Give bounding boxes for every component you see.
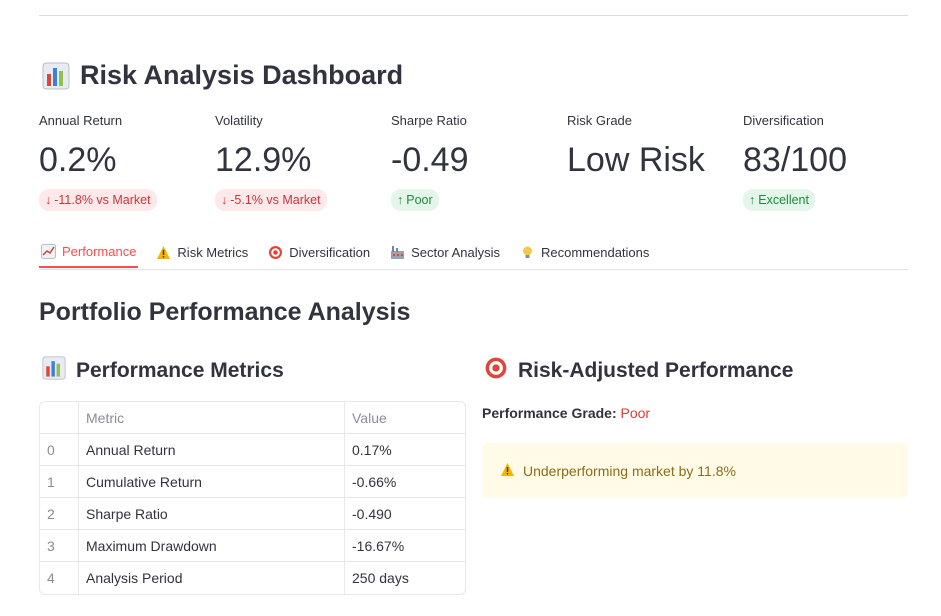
cell-metric[interactable]: Analysis Period	[78, 562, 344, 594]
tab-label: Risk Metrics	[177, 244, 249, 260]
table-row: 3 Maximum Drawdown -16.67%	[40, 530, 465, 562]
row-index: 1	[40, 466, 78, 498]
warning-alert: Underperforming market by 11.8%	[482, 443, 908, 498]
metric-label: Volatility	[215, 113, 263, 128]
cell-metric[interactable]: Maximum Drawdown	[78, 530, 344, 562]
arrow-up-icon: ↑	[397, 193, 404, 207]
lightbulb-icon	[520, 245, 535, 260]
metric-delta: ↑ Poor	[391, 189, 439, 211]
tab-label: Diversification	[289, 244, 371, 260]
tab-label: Performance	[62, 243, 137, 259]
metric-label: Annual Return	[39, 113, 123, 128]
metric-delta: ↓ -5.1% vs Market	[215, 189, 327, 211]
table-row: 4 Analysis Period 250 days	[40, 562, 465, 594]
target-icon	[484, 356, 508, 386]
cell-metric[interactable]: Sharpe Ratio	[78, 498, 344, 530]
section-title: Portfolio Performance Analysis	[39, 298, 411, 326]
performance-grade-value: Poor	[620, 405, 651, 421]
metric-value: Low Risk	[567, 141, 705, 179]
metric-volatility: Volatility 12.9% ↓ -5.1% vs Market	[215, 113, 391, 211]
row-index: 2	[40, 498, 78, 530]
performance-grade-label: Performance Grade:	[482, 405, 617, 421]
row-index: 4	[47, 570, 55, 586]
header-metric[interactable]: Metric	[78, 402, 344, 434]
metrics-row: Annual Return 0.2% ↓ -11.8% vs Market Vo…	[39, 113, 919, 211]
tab-label: Sector Analysis	[411, 244, 500, 260]
metric-value: -0.49	[391, 141, 469, 179]
metric-delta-text: -11.8% vs Market	[54, 193, 151, 207]
metric-label: Risk Grade	[567, 113, 633, 128]
dashboard-title-text: Risk Analysis Dashboard	[80, 60, 404, 90]
metric-delta-text: Excellent	[758, 193, 809, 207]
metric-label: Sharpe Ratio	[391, 113, 467, 128]
metric-delta-text: Poor	[406, 193, 433, 207]
performance-metrics-heading: Performance Metrics	[42, 356, 284, 386]
metric-label: Diversification	[743, 113, 824, 128]
metric-delta: ↓ -11.8% vs Market	[39, 189, 157, 211]
row-index: 3	[40, 530, 78, 562]
tab-diversification[interactable]: Diversification	[266, 236, 372, 268]
cell-value[interactable]: 250 days	[344, 562, 465, 594]
table-header-row: Metric Value	[40, 402, 465, 434]
tab-risk-metrics[interactable]: Risk Metrics	[154, 236, 250, 268]
risk-adjusted-title: Risk-Adjusted Performance	[518, 359, 794, 382]
dashboard-title: Risk Analysis Dashboard	[42, 60, 403, 91]
tab-recommendations[interactable]: Recommendations	[518, 236, 651, 268]
top-divider	[39, 15, 908, 16]
metric-annual-return: Annual Return 0.2% ↓ -11.8% vs Market	[39, 113, 215, 211]
warning-icon	[156, 245, 171, 260]
performance-grade: Performance Grade: Poor	[482, 405, 650, 421]
row-index: 0	[40, 434, 78, 466]
target-icon	[268, 245, 283, 260]
risk-adjusted-heading: Risk-Adjusted Performance	[484, 356, 793, 386]
header-index	[40, 402, 78, 434]
arrow-up-icon: ↑	[749, 193, 756, 207]
table-row: 0 Annual Return 0.17%	[40, 434, 465, 466]
cell-value[interactable]: 0.17%	[344, 434, 465, 466]
tab-sector-analysis[interactable]: Sector Analysis	[388, 236, 502, 268]
bar-chart-icon	[42, 356, 66, 386]
tab-label: Recommendations	[541, 244, 650, 260]
metric-delta-text: -5.1% vs Market	[230, 193, 321, 207]
metric-diversification: Diversification 83/100 ↑ Excellent	[743, 113, 919, 211]
bar-chart-icon	[42, 62, 70, 90]
metric-delta: ↑ Excellent	[743, 189, 815, 211]
metric-value: 12.9%	[215, 141, 312, 179]
performance-metrics-table[interactable]: Metric Value 0 Annual Return 0.17% 1 Cum…	[39, 401, 466, 595]
table-row: 2 Sharpe Ratio -0.490	[40, 498, 465, 530]
tab-bar: Performance Risk Metrics Diversification…	[39, 236, 908, 270]
cell-value[interactable]: -0.490	[344, 498, 465, 530]
factory-icon	[390, 245, 405, 260]
arrow-down-icon: ↓	[221, 193, 228, 207]
warning-alert-text: Underperforming market by 11.8%	[523, 462, 736, 479]
header-value[interactable]: Value	[344, 402, 465, 434]
metric-sharpe-ratio: Sharpe Ratio -0.49 ↑ Poor	[391, 113, 567, 211]
cell-value[interactable]: -0.66%	[344, 466, 465, 498]
metric-risk-grade: Risk Grade Low Risk	[567, 113, 743, 211]
arrow-down-icon: ↓	[45, 193, 52, 207]
performance-metrics-title: Performance Metrics	[76, 359, 284, 382]
table-row: 1 Cumulative Return -0.66%	[40, 466, 465, 498]
chart-increasing-icon	[41, 243, 56, 259]
cell-value[interactable]: -16.67%	[344, 530, 465, 562]
cell-metric[interactable]: Annual Return	[78, 434, 344, 466]
metric-value: 0.2%	[39, 141, 117, 179]
tab-performance[interactable]: Performance	[39, 236, 139, 268]
warning-icon	[500, 462, 515, 480]
metric-value: 83/100	[743, 141, 847, 179]
cell-metric[interactable]: Cumulative Return	[78, 466, 344, 498]
